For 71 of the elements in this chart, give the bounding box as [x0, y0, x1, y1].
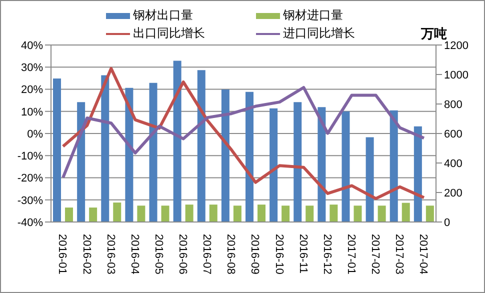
x-tick-label: 2017-03: [393, 234, 406, 274]
y2-tick-label: 600: [444, 128, 462, 140]
x-tick-label: 2016-01: [56, 234, 68, 274]
bar: [77, 102, 86, 222]
bar: [185, 204, 194, 222]
bar: [233, 206, 242, 222]
x-tick-label: 2016-10: [272, 234, 285, 274]
x-tick-label: 2016-06: [176, 234, 188, 274]
bar: [426, 206, 434, 222]
bar: [53, 78, 61, 222]
legend-label: 出口同比增长: [133, 25, 205, 42]
y-tick-label: -40%: [17, 216, 44, 229]
bar: [125, 88, 134, 222]
y-tick-label: 10%: [20, 106, 44, 118]
bar: [149, 82, 158, 222]
y-tick-label: 30%: [20, 62, 44, 74]
bar: [209, 204, 218, 222]
y2-tick-label: 0: [444, 216, 450, 229]
y-tick-label: -20%: [17, 172, 44, 185]
bar: [89, 208, 98, 222]
bar: [173, 60, 182, 222]
bar: [101, 75, 110, 222]
x-tick-label: 2016-12: [320, 234, 333, 274]
y-tick-label: 20%: [20, 84, 44, 96]
x-tick-label: 2016-08: [224, 234, 237, 274]
bar: [246, 92, 254, 222]
x-tick-label: 2016-11: [296, 234, 309, 274]
y2-tick-label: 800: [444, 98, 462, 111]
bar: [137, 206, 146, 222]
y-tick-label: 0%: [27, 128, 44, 140]
bar: [306, 206, 314, 222]
legend-label: 钢材出口量: [133, 7, 193, 24]
bar: [354, 206, 362, 222]
y-tick-label: 40%: [20, 40, 44, 52]
bar: [378, 206, 386, 222]
legend-label: 进口同比增长: [283, 25, 355, 42]
bar: [113, 202, 122, 222]
x-tick-label: 2016-02: [80, 234, 92, 274]
x-tick-label: 2016-05: [152, 234, 164, 274]
x-tick-label: 2016-04: [128, 234, 140, 274]
y2-tick-label: 1000: [444, 69, 468, 82]
bar: [258, 204, 266, 222]
legend-label: 钢材进口量: [283, 7, 343, 24]
x-tick-label: 2016-09: [248, 234, 261, 274]
x-tick-label: 2017-04: [417, 234, 430, 274]
x-tick-label: 2016-07: [200, 234, 213, 274]
y2-tick-label: 400: [444, 158, 462, 170]
x-tick-label: 2016-03: [104, 234, 116, 274]
bar: [197, 70, 206, 222]
bar: [366, 137, 374, 222]
bar: [270, 108, 278, 222]
bar: [282, 206, 290, 222]
bar: [414, 126, 422, 222]
bar: [161, 206, 170, 222]
bar: [294, 102, 302, 222]
bar: [342, 111, 350, 222]
y-tick-label: -10%: [17, 150, 44, 163]
line-series: [62, 86, 426, 180]
y-tick-label: -30%: [17, 194, 44, 207]
y2-tick-label: 200: [444, 187, 462, 200]
bar: [402, 202, 410, 222]
x-tick-label: 2017-02: [368, 234, 381, 274]
bar: [330, 204, 338, 222]
line-series: [62, 66, 426, 200]
x-tick-label: 2017-01: [344, 234, 357, 274]
bar: [221, 90, 230, 222]
y2-tick-label: 1200: [444, 40, 468, 52]
bar: [318, 107, 326, 222]
bar: [390, 110, 398, 222]
bar: [65, 208, 73, 222]
y2-axis-title: 万吨: [421, 25, 447, 41]
